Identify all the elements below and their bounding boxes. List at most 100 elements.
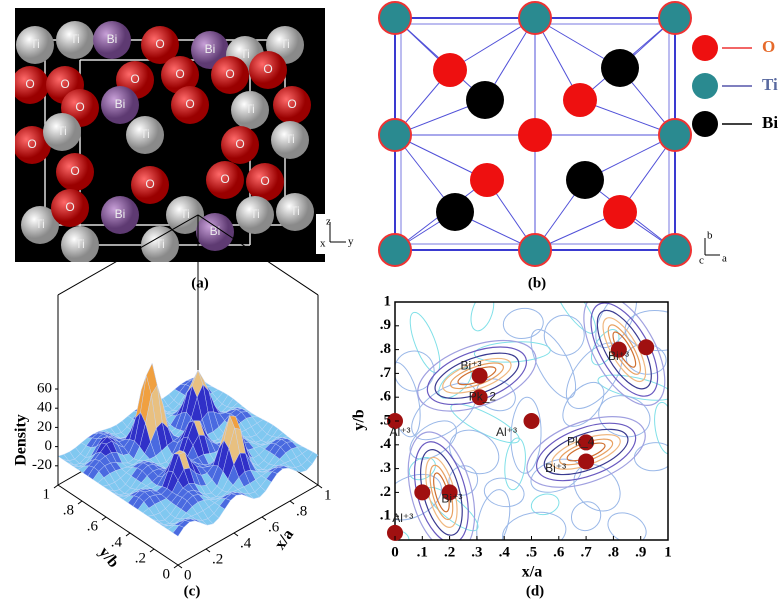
atom bbox=[56, 153, 94, 191]
tick bbox=[77, 500, 83, 505]
atom-label: Bi bbox=[115, 97, 126, 111]
atom bbox=[470, 163, 504, 197]
contour bbox=[526, 416, 646, 488]
x-tick-label: .1 bbox=[417, 544, 428, 560]
y-tick-label: 1 bbox=[384, 293, 392, 309]
atom bbox=[601, 49, 639, 87]
atom bbox=[196, 213, 234, 251]
atom-label: Ti bbox=[75, 237, 85, 251]
site-marker bbox=[523, 413, 540, 429]
atom-label: Ti bbox=[70, 32, 80, 46]
contour bbox=[449, 429, 500, 475]
contour bbox=[590, 302, 659, 397]
contour bbox=[597, 374, 668, 401]
axis-label: y bbox=[348, 236, 354, 248]
atom-label: Ti bbox=[140, 127, 150, 141]
atom bbox=[566, 161, 604, 199]
box-edge bbox=[197, 214, 319, 296]
atom-label: O bbox=[70, 164, 79, 178]
contour bbox=[417, 339, 537, 412]
atom-label: Ti bbox=[280, 37, 290, 51]
atom bbox=[236, 196, 274, 234]
legend-label: Ti bbox=[762, 75, 778, 94]
x-tick-label: 0 bbox=[184, 567, 192, 583]
atom-label: Bi bbox=[205, 42, 216, 56]
atom bbox=[466, 81, 504, 119]
legend-marker bbox=[692, 111, 718, 137]
caption: (d) bbox=[526, 583, 544, 599]
tick bbox=[177, 564, 183, 569]
legend-marker bbox=[692, 35, 718, 61]
contour bbox=[583, 302, 666, 406]
atom bbox=[378, 233, 412, 267]
atom bbox=[206, 161, 244, 199]
x-tick-label: .8 bbox=[608, 544, 619, 560]
atom bbox=[171, 86, 209, 124]
atom bbox=[56, 21, 94, 59]
atom-label: Ti bbox=[285, 132, 295, 146]
atom bbox=[658, 118, 692, 152]
caption: (a) bbox=[191, 275, 209, 291]
contour bbox=[530, 329, 577, 399]
atom bbox=[93, 21, 131, 59]
atom-label: O bbox=[27, 137, 36, 151]
axes-box bbox=[316, 214, 362, 254]
site-marker bbox=[471, 389, 488, 406]
annotation: Al⁺³ bbox=[392, 511, 413, 525]
site-marker bbox=[638, 339, 655, 356]
axis-label: x bbox=[320, 238, 326, 250]
atom-label: Ti bbox=[30, 37, 40, 51]
atom bbox=[211, 56, 249, 94]
z-tick-label: 0 bbox=[45, 438, 53, 454]
tick bbox=[289, 500, 295, 505]
atom bbox=[141, 26, 179, 64]
atom bbox=[126, 116, 164, 154]
atom bbox=[271, 121, 309, 159]
contour bbox=[543, 428, 629, 476]
atom-label: O bbox=[65, 200, 74, 214]
atom-label: O bbox=[287, 97, 296, 111]
contour bbox=[476, 489, 511, 540]
atom-label: O bbox=[220, 172, 229, 186]
z-tick-label: -20 bbox=[32, 457, 52, 473]
atom-label: O bbox=[185, 97, 194, 111]
site-marker bbox=[471, 367, 488, 384]
tick bbox=[233, 532, 239, 537]
atom bbox=[161, 56, 199, 94]
tick bbox=[125, 532, 131, 537]
contour bbox=[602, 317, 647, 383]
atom-label: O bbox=[260, 174, 269, 188]
y-tick-label: .3 bbox=[380, 460, 391, 476]
atom bbox=[563, 83, 597, 117]
contour bbox=[407, 431, 476, 540]
atom bbox=[141, 226, 179, 262]
x-tick-label: .4 bbox=[240, 535, 252, 551]
x-tick-label: 1 bbox=[324, 487, 332, 503]
atom bbox=[221, 126, 259, 164]
annotation: Bi⁺³ bbox=[441, 492, 462, 506]
contour bbox=[504, 437, 526, 491]
atom bbox=[658, 1, 692, 35]
y-tick-label: 0 bbox=[163, 566, 171, 582]
atom-label: Ti bbox=[35, 217, 45, 231]
x-tick-label: 1 bbox=[664, 544, 672, 560]
z-tick-label: 40 bbox=[37, 400, 52, 416]
atom bbox=[518, 118, 552, 152]
atom bbox=[166, 196, 204, 234]
atom bbox=[131, 166, 169, 204]
atom bbox=[51, 189, 89, 227]
axis-label: a bbox=[722, 253, 727, 265]
contour bbox=[598, 395, 651, 438]
contour bbox=[535, 422, 637, 482]
atom-label: Bi bbox=[107, 32, 118, 46]
y-tick-label: .4 bbox=[380, 436, 392, 452]
x-tick-label: .4 bbox=[499, 544, 511, 560]
annotation: Pk_4 bbox=[567, 435, 595, 449]
atom-label: Ti bbox=[57, 124, 67, 138]
contour bbox=[408, 456, 436, 481]
y-tick-label: .4 bbox=[111, 534, 123, 550]
contour bbox=[395, 350, 435, 392]
atom bbox=[15, 66, 49, 104]
atom bbox=[436, 193, 474, 231]
legend-label: O bbox=[762, 37, 775, 56]
